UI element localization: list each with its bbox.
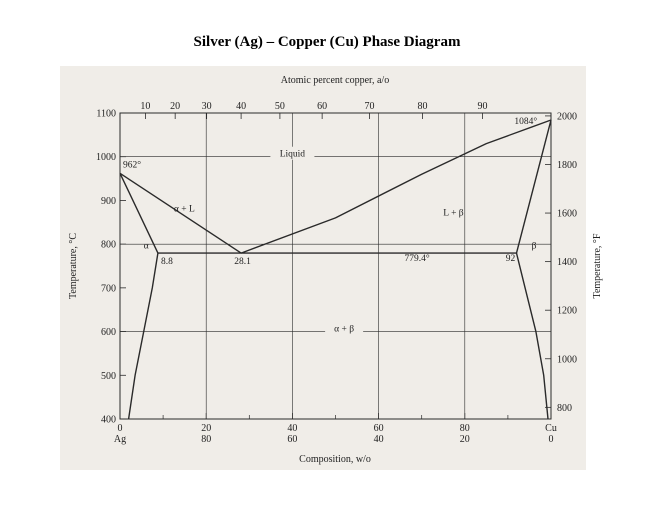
y-tick-label: 900 [101, 196, 116, 207]
y2-tick-label: 1200 [557, 306, 577, 317]
diagram-annotation: α + L [174, 204, 195, 214]
y-tick-label: 800 [101, 240, 116, 251]
y2-tick-label: 1800 [557, 160, 577, 171]
phase-boundary-solidus-beta [515, 119, 552, 254]
x2-tick-label: 60 [317, 101, 327, 112]
x-tick-label-complement: 60 [287, 434, 297, 445]
annotation-background [325, 321, 364, 335]
diagram-annotation: β [532, 242, 537, 252]
diagram-annotation: Liquid [280, 150, 306, 160]
y2-tick-label: 1600 [557, 209, 577, 220]
x-tick-label: 0 [118, 423, 123, 434]
x2-tick-label: 70 [365, 101, 375, 112]
diagram-annotation: α + β [334, 325, 354, 335]
phase-boundary-solvus-beta [515, 252, 549, 420]
y-axis-title: Temperature, °C [68, 233, 79, 299]
diagram-annotation: α [144, 242, 149, 252]
annotation-background [270, 146, 315, 160]
figure-paper [60, 66, 586, 470]
phase-boundary-solidus-alpha [119, 172, 159, 254]
x-tick-label: 60 [374, 423, 384, 434]
x2-tick-label: 30 [202, 101, 212, 112]
y-tick-label: 400 [101, 415, 116, 426]
diagram-annotation: 779.4° [404, 253, 429, 264]
x-tick-label-complement: 0 [549, 434, 554, 445]
x-tick-label: 20 [201, 423, 211, 434]
x-tick-label: 80 [460, 423, 470, 434]
diagram-annotation: 92 [506, 254, 516, 264]
page-title: Silver (Ag) – Copper (Cu) Phase Diagram [193, 34, 461, 50]
x2-tick-label: 90 [477, 101, 487, 112]
x-tick-label-complement: Ag [114, 434, 126, 445]
x2-axis-title: Atomic percent copper, a/o [281, 75, 389, 86]
y2-axis-title: Temperature, °F [592, 233, 603, 298]
x2-tick-label: 50 [275, 101, 285, 112]
y-tick-label: 1100 [96, 109, 116, 120]
diagram-annotation: 8.8 [161, 257, 173, 267]
x2-tick-label: 20 [170, 101, 180, 112]
x-tick-label-complement: 80 [201, 434, 211, 445]
y2-tick-label: 1400 [557, 257, 577, 268]
x-tick-label: Cu [545, 423, 557, 434]
diagram-annotation: 28.1 [234, 257, 251, 267]
x-tick-label-complement: 40 [374, 434, 384, 445]
y-tick-label: 700 [101, 283, 116, 294]
x2-tick-label: 10 [140, 101, 150, 112]
x-tick-label-complement: 20 [460, 434, 470, 445]
x-tick-label: 40 [287, 423, 297, 434]
diagram-annotation: 962° [123, 160, 141, 171]
x2-tick-label: 80 [418, 101, 428, 112]
diagram-annotation: L + β [443, 209, 464, 219]
x2-tick-label: 40 [236, 101, 246, 112]
phase-boundary-solvus-alpha [127, 252, 159, 420]
phase-boundary-liquidus-cu [240, 119, 552, 254]
y-tick-label: 1000 [96, 152, 116, 163]
y-tick-label: 600 [101, 327, 116, 338]
y-tick-label: 500 [101, 371, 116, 382]
phase-boundary-liquidus-ag [119, 172, 242, 254]
y2-tick-label: 2000 [557, 111, 577, 122]
y2-tick-label: 800 [557, 403, 572, 414]
y2-tick-label: 1000 [557, 354, 577, 365]
x-axis-title: Composition, w/o [299, 454, 371, 465]
diagram-annotation: 1084° [514, 116, 537, 127]
